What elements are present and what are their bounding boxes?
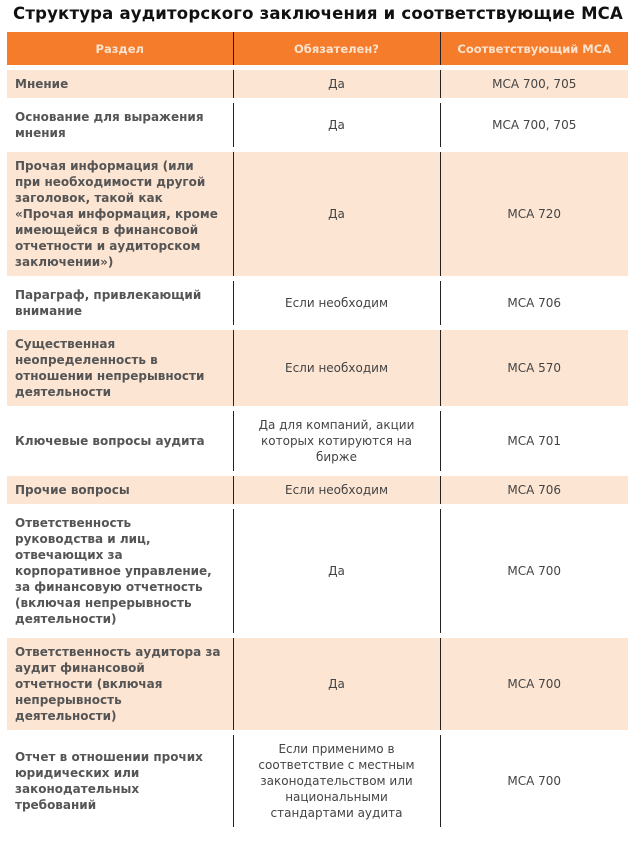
isa-cell: МСА 700: [439, 732, 628, 832]
table-row: Отчет в отношении прочих юридических или…: [7, 732, 628, 832]
isa-cell: МСА 700: [439, 506, 628, 638]
required-cell: Если необходим: [232, 278, 440, 330]
isa-cell: МСА 700, 705: [439, 67, 628, 103]
section-cell: Ответственность аудитора за аудит финанс…: [7, 635, 233, 735]
table-header: Раздел Обязателен? Соответствующий МСА: [7, 32, 628, 70]
table-row: Существенная неопределенность в отношени…: [7, 327, 628, 411]
required-cell: Да: [232, 149, 440, 281]
section-cell: Отчет в отношении прочих юридических или…: [7, 732, 233, 832]
header-isa: Соответствующий МСА: [439, 32, 628, 70]
isa-cell: МСА 706: [439, 473, 628, 509]
required-cell: Да для компаний, акции которых котируютс…: [232, 408, 440, 476]
header-section: Раздел: [7, 32, 233, 70]
table-row: Прочие вопросы Если необходим МСА 706: [7, 473, 628, 509]
section-cell: Прочие вопросы: [7, 473, 233, 509]
isa-cell: МСА 701: [439, 408, 628, 476]
required-cell: Да: [232, 635, 440, 735]
section-cell: Ответственность руководства и лиц, отвеч…: [7, 506, 233, 638]
isa-cell: МСА 700: [439, 635, 628, 735]
isa-cell: МСА 570: [439, 327, 628, 411]
section-cell: Ключевые вопросы аудита: [7, 408, 233, 476]
table-row: Мнение Да МСА 700, 705: [7, 67, 628, 103]
isa-cell: МСА 706: [439, 278, 628, 330]
section-cell: Параграф, привлекающий внимание: [7, 278, 233, 330]
page-title: Структура аудиторского заключения и соот…: [13, 4, 623, 23]
table-row: Ответственность аудитора за аудит финанс…: [7, 635, 628, 735]
section-cell: Существенная неопределенность в отношени…: [7, 327, 233, 411]
isa-cell: МСА 720: [439, 149, 628, 281]
required-cell: Если применимо в соответствие с местным …: [232, 732, 440, 832]
required-cell: Да: [232, 67, 440, 103]
table-row: Прочая информация (или при необходимости…: [7, 149, 628, 281]
required-cell: Да: [232, 100, 440, 152]
required-cell: Да: [232, 506, 440, 638]
table-row: Ключевые вопросы аудита Да для компаний, …: [7, 408, 628, 476]
section-cell: Мнение: [7, 67, 233, 103]
section-cell: Основание для выражения мнения: [7, 100, 233, 152]
required-cell: Если необходим: [232, 473, 440, 509]
header-required: Обязателен?: [232, 32, 440, 70]
section-cell: Прочая информация (или при необходимости…: [7, 149, 233, 281]
required-cell: Если необходим: [232, 327, 440, 411]
isa-cell: МСА 700, 705: [439, 100, 628, 152]
table-row: Основание для выражения мнения Да МСА 700,…: [7, 100, 628, 152]
table-row: Параграф, привлекающий внимание Если необ…: [7, 278, 628, 330]
isa-table: Раздел Обязателен? Соответствующий МСА М…: [7, 32, 628, 832]
table-row: Ответственность руководства и лиц, отвеч…: [7, 506, 628, 638]
